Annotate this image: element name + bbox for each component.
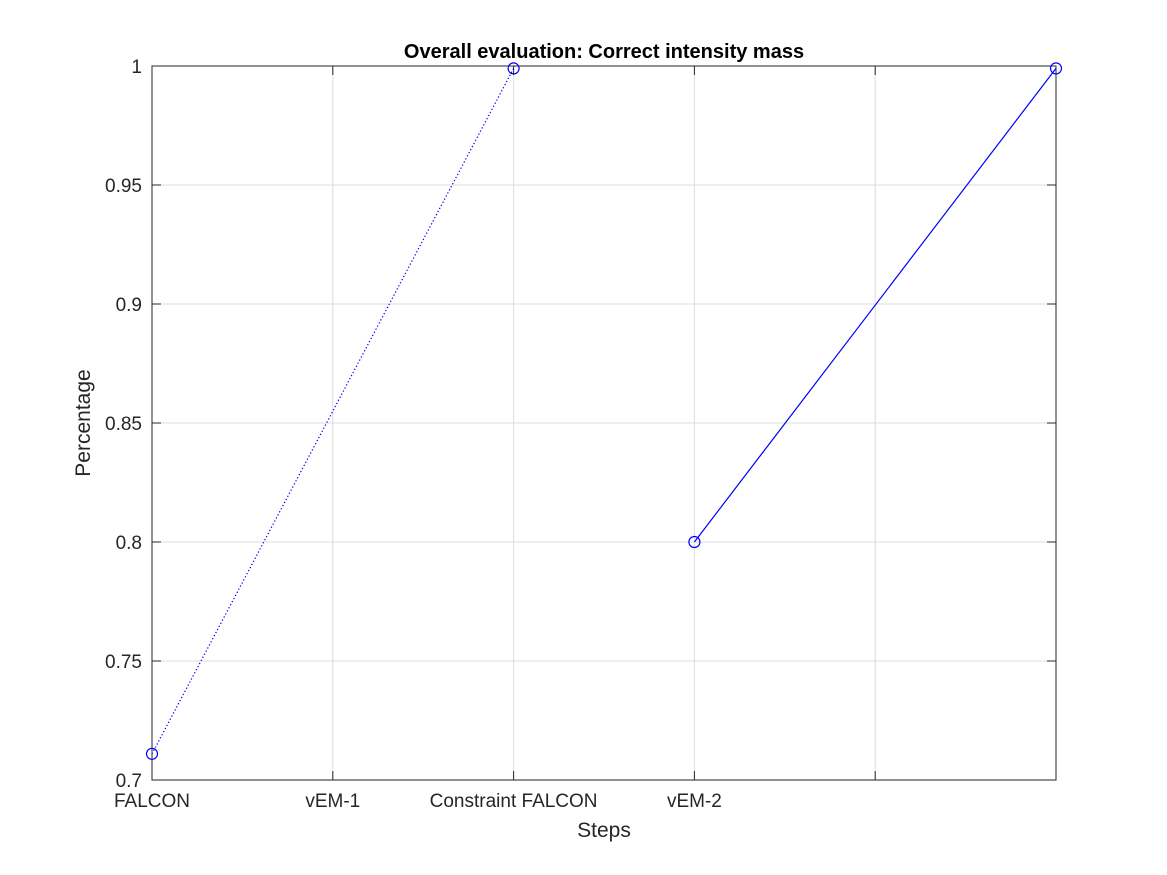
data-point-marker (145, 747, 159, 760)
x-tick-label: vEM-2 (667, 791, 722, 812)
y-axis-title: Percentage (72, 369, 95, 476)
y-tick-label: 0.75 (105, 652, 142, 673)
data-point-marker (688, 535, 701, 549)
x-tick-label: Constraint FALCON (430, 791, 598, 812)
y-tick-label: 0.8 (116, 533, 142, 554)
series-line (693, 68, 1057, 543)
series-layer (145, 62, 1063, 760)
chart-title: Overall evaluation: Correct intensity ma… (404, 41, 804, 63)
y-tick-label: 0.85 (105, 414, 142, 435)
axis-ticks: FALCON vEM-1 Constraint FALCON vEM-2 0.7 0.75… (105, 57, 1057, 812)
grid-lines (152, 66, 1056, 780)
y-tick-label: 0.95 (105, 176, 142, 197)
series-2 (688, 62, 1063, 549)
y-tick-label: 0.7 (116, 771, 142, 792)
series-1 (145, 62, 520, 760)
x-axis-title: Steps (577, 819, 631, 842)
data-point-marker (507, 62, 520, 75)
y-tick-label: 0.9 (116, 295, 142, 316)
y-tick-label: 1 (131, 57, 142, 78)
data-point-marker (1049, 62, 1063, 75)
x-tick-label: vEM-1 (305, 791, 360, 812)
x-tick-label: FALCON (114, 791, 190, 812)
